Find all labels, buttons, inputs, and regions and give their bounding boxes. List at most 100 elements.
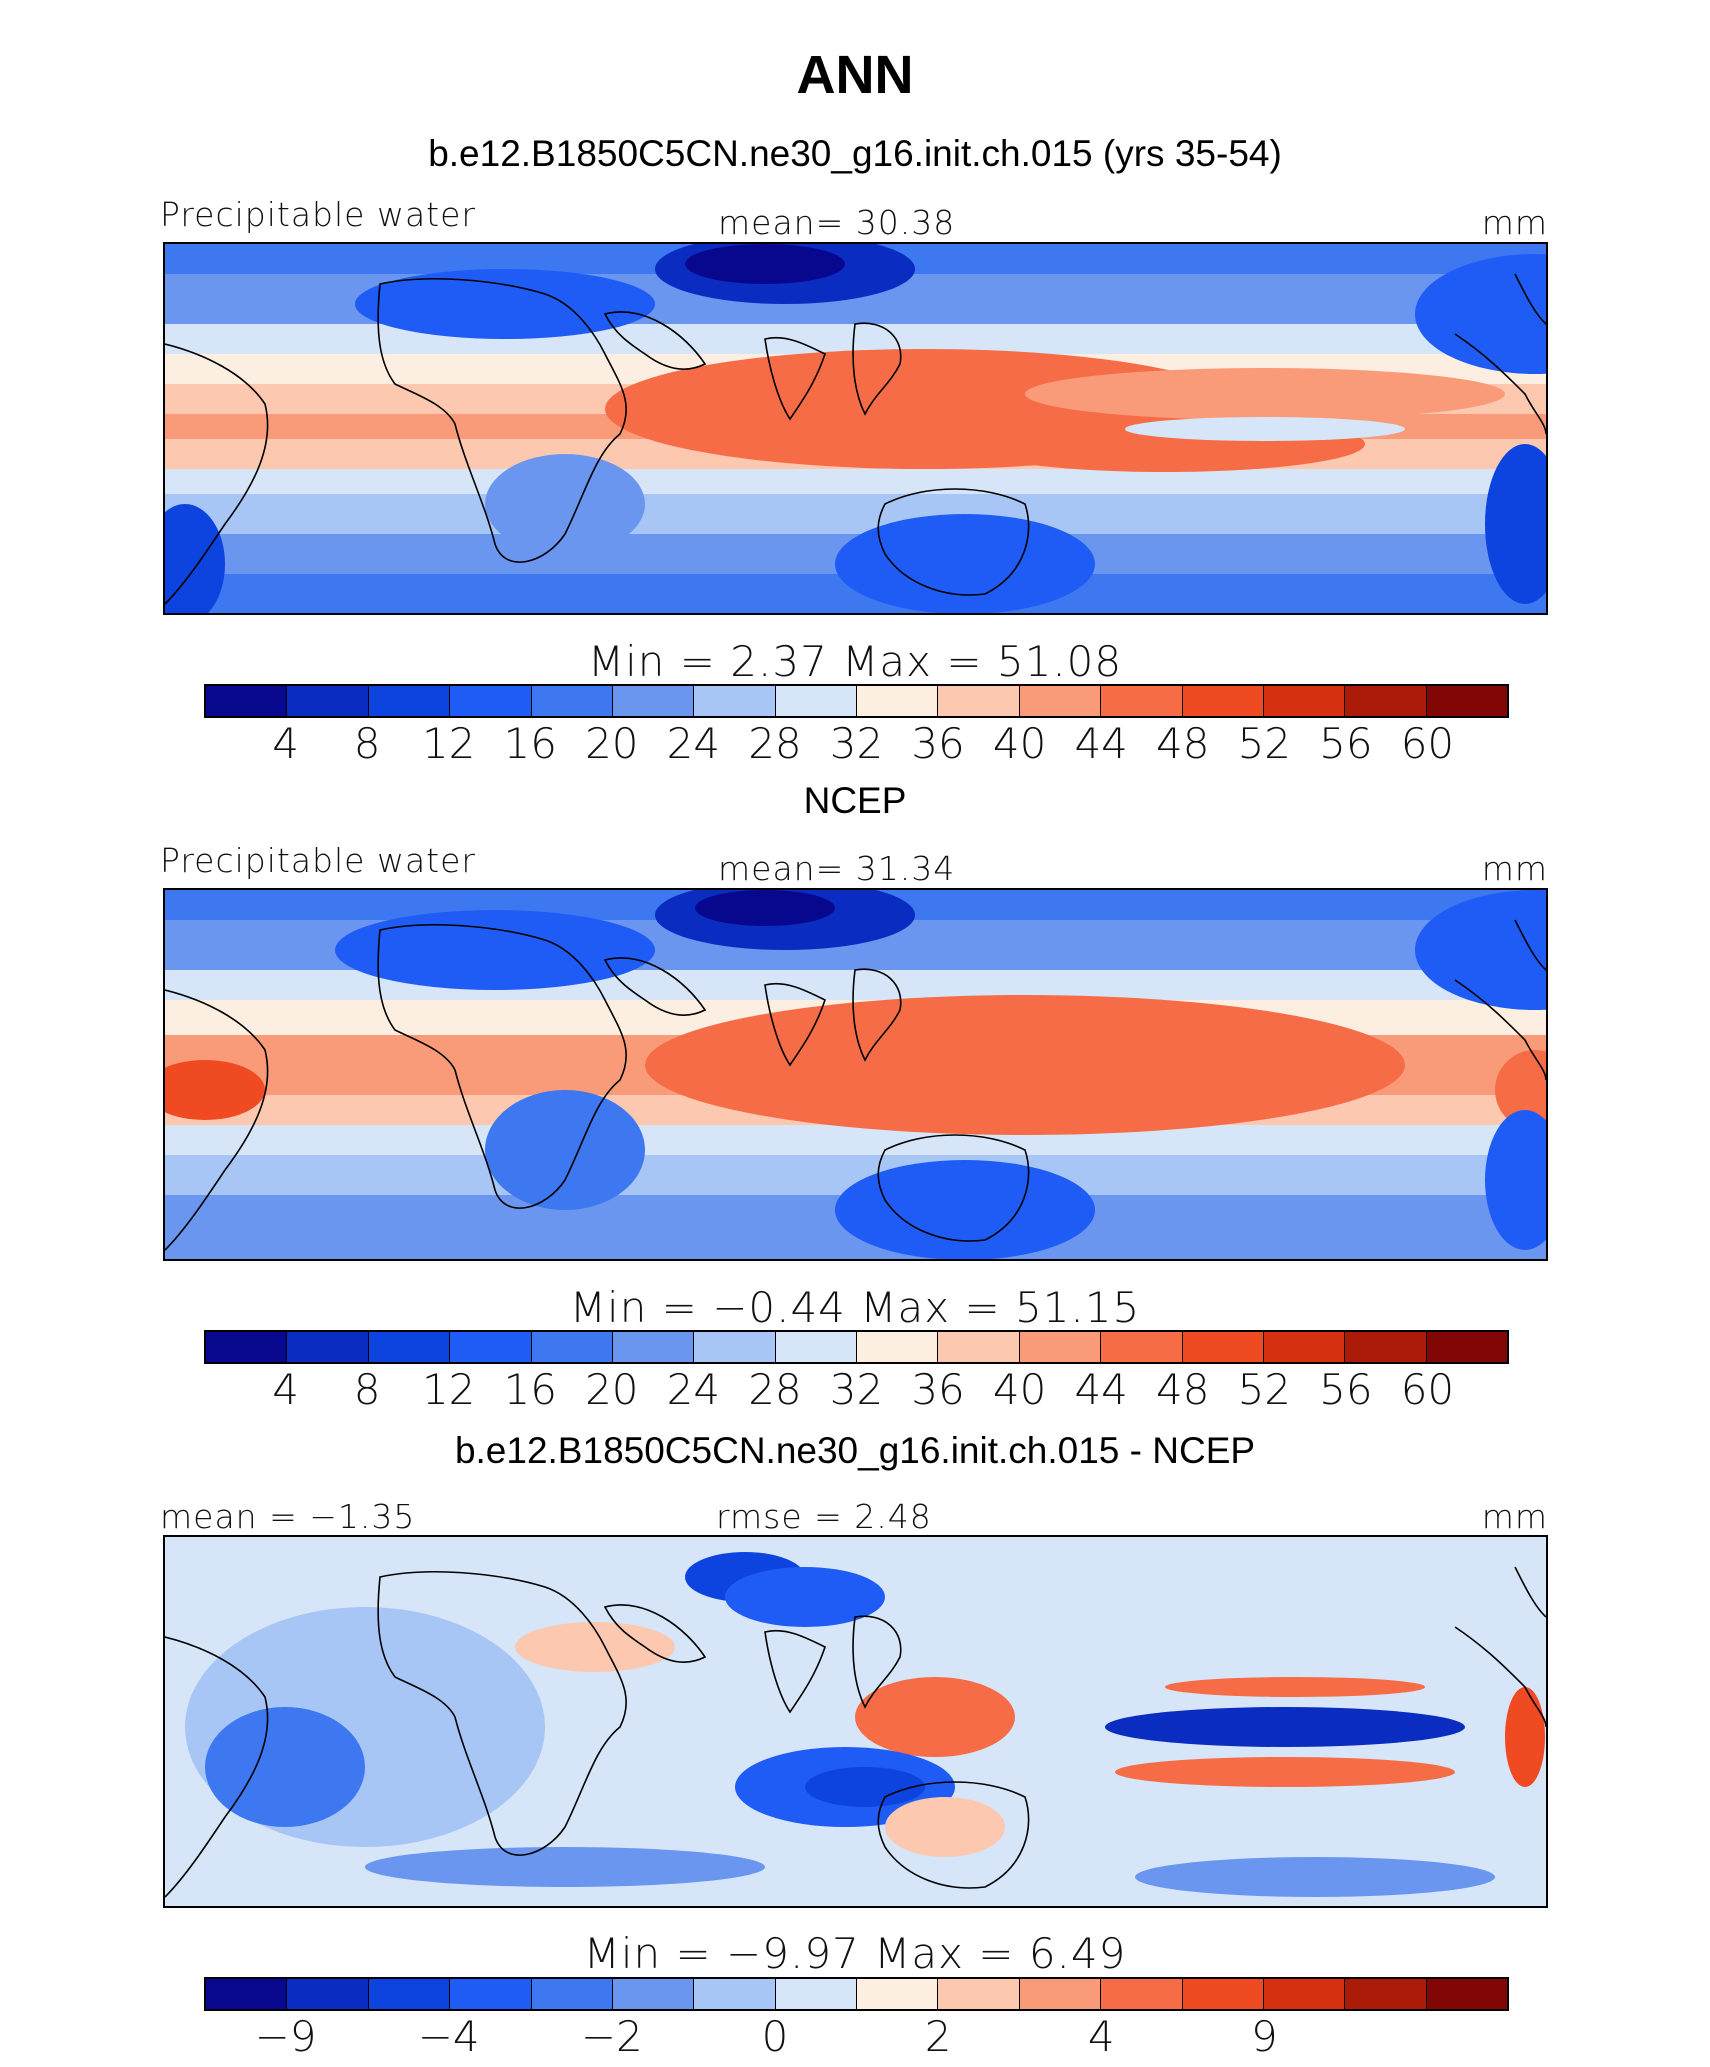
coastline [1454,1626,1546,1728]
figure-title: ANN [796,45,914,105]
colorbar-tick-label: 32 [829,1365,884,1414]
colorbar-tick-label: 2 [924,2012,952,2061]
colorbar-box [368,1979,451,2009]
coastline [1514,919,1546,971]
colorbar-tick-label: 60 [1400,1365,1455,1414]
coastline [1514,1566,1546,1618]
colorbar-tick-label: 12 [421,719,476,768]
colorbar-tick-label: 16 [503,1365,557,1414]
colorbar-box [938,1979,1020,2009]
field-blob [805,1767,925,1807]
colorbar-tick-label: 8 [353,719,381,768]
colorbar-box [1019,1979,1102,2009]
colorbar-box [450,686,532,716]
panel-3-mean-label: mean = −1.35 [160,1497,416,1536]
coastline [852,1615,902,1709]
field-blob [485,454,645,554]
panel-3-minmax: Min = −9.97 Max = 6.49 [583,1929,1127,1978]
panel-2-mean-label: mean= 31.34 [718,849,956,888]
colorbar-box [1426,1332,1507,1362]
colorbar-box [450,1332,532,1362]
panel-3-rmse-label: rmse = 2.48 [716,1497,932,1536]
coastline [877,488,1030,596]
colorbar-tick-label: 4 [1087,2012,1115,2061]
coastline [377,278,628,563]
colorbar-tick-label: 4 [272,1365,299,1414]
colorbar-tick-label: 4 [272,719,299,768]
colorbar-box [1101,686,1183,716]
panel-2-contour-field [165,890,1546,1259]
field-blob [335,910,655,990]
colorbar-box [694,1979,776,2009]
field-blob [835,514,1095,613]
panel-1-units-label: mm [1481,203,1548,242]
colorbar-box [1263,686,1346,716]
colorbar-tick-label: 52 [1237,719,1292,768]
panel-1-colorbar-ticks: 4 8 12 16 20 24 28 32 36 40 44 48 52 56 60 [0,719,1710,769]
field-blob [1165,1677,1425,1697]
colorbar-tick-label: 60 [1400,719,1455,768]
colorbar-box [287,1979,369,2009]
colorbar-box [612,686,695,716]
colorbar-box [1182,686,1264,716]
colorbar-tick-label: 48 [1156,1365,1210,1414]
colorbar-box [368,1332,451,1362]
field-blob [685,244,845,284]
colorbar-box [531,686,613,716]
field-blob [485,1090,645,1210]
colorbar-box [857,686,939,716]
field-blob [1135,1857,1495,1897]
field-blob [1505,1687,1545,1787]
field-blob [1025,368,1505,420]
colorbar-tick-label: −2 [580,2012,643,2061]
panel-2-colorbar [204,1330,1509,1364]
coastline [764,336,826,421]
field-blob [165,504,225,613]
colorbar-box [287,686,369,716]
panel-2-variable-label: Precipitable water [160,841,476,880]
panel-2-map [163,888,1548,1261]
field-blob [1415,254,1546,374]
field-blob [1115,1757,1455,1787]
colorbar-box [1345,1979,1427,2009]
colorbar-tick-label: 40 [992,719,1047,768]
colorbar-box [1101,1979,1183,2009]
coastline [852,322,902,416]
colorbar-box [775,1979,857,2009]
field-blob [1105,1707,1465,1747]
field-blob [165,1060,265,1120]
colorbar-tick-label: 44 [1074,719,1128,768]
coastline [603,1604,707,1663]
field-blob [695,890,835,926]
coastline [603,957,707,1016]
field-band [165,1125,1546,1155]
colorbar-box [531,1979,613,2009]
colorbar-box [1263,1979,1346,2009]
colorbar-box [612,1979,695,2009]
colorbar-box [938,1332,1020,1362]
panel-1-title: b.e12.B1850C5CN.ne30_g16.init.ch.015 (yr… [428,133,1282,174]
colorbar-box [1101,1332,1183,1362]
colorbar-tick-label: 36 [911,719,965,768]
colorbar-box [857,1332,939,1362]
colorbar-tick-label: 9 [1250,2012,1278,2061]
field-band [165,469,1546,494]
panel-2-title: NCEP [803,780,907,821]
coastline [377,1571,628,1856]
colorbar-tick-label: 48 [1156,719,1210,768]
field-blob [1415,890,1546,1010]
colorbar-tick-label: 12 [421,1365,476,1414]
colorbar-box [531,1332,613,1362]
colorbar-box [1345,686,1427,716]
panel-1-map [163,242,1548,615]
field-blob [885,1797,1005,1857]
colorbar-tick-label: 40 [992,1365,1047,1414]
coastline [165,343,269,605]
colorbar-tick-label: 16 [503,719,557,768]
panel-2-minmax: Min = −0.44 Max = 51.15 [569,1283,1141,1332]
colorbar-box [206,686,288,716]
panel-2-units-label: mm [1481,849,1548,888]
colorbar-box [694,1332,776,1362]
colorbar-box [287,1332,369,1362]
coastline [1454,333,1546,435]
